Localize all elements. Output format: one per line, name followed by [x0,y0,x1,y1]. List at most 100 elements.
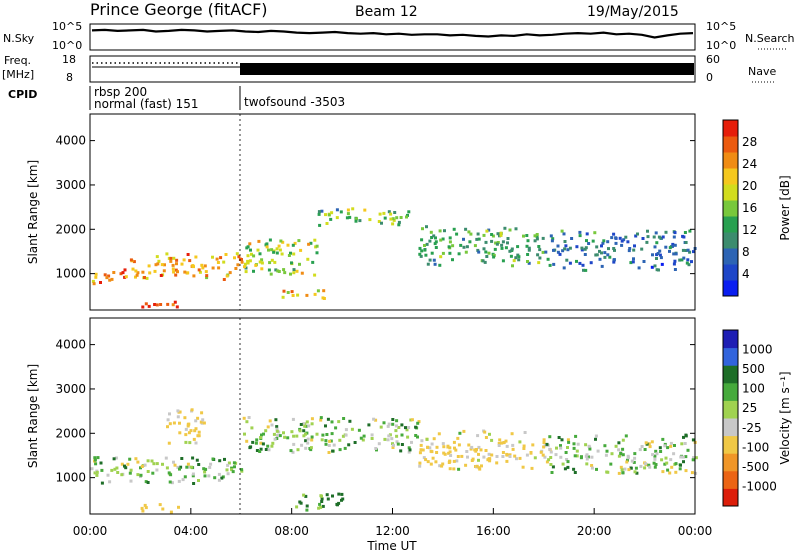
colorbar-tick-label: -500 [742,460,769,474]
range-cell-band-2 [315,251,319,255]
range-cell-band-2 [530,466,534,470]
range-cell-band-1 [383,437,387,441]
range-cell-band-1 [249,445,253,449]
colorbar-tick-label: 24 [742,157,757,171]
range-cell-band-3 [627,468,631,472]
noise-panel: N.Sky 10^5 10^0 10^5 10^0 N.Search [3,20,795,52]
range-cell-band-0 [240,468,244,472]
range-cell-band-4 [143,503,147,507]
range-cell-band-5 [551,237,555,241]
range-cell-band-1 [186,271,190,275]
range-cell-band-3 [621,438,625,442]
range-cell-band-4 [496,241,500,244]
range-cell-band-1 [153,269,157,273]
range-cell-band-1 [391,422,395,426]
range-cell-band-1 [270,444,274,448]
range-cell-band-2 [454,448,458,452]
range-cell-band-1 [395,440,399,444]
range-cell-band-0 [146,459,150,463]
range-cell-band-1 [405,428,409,432]
range-cell-band-0 [226,463,230,467]
range-cell-band-1 [219,256,223,260]
range-cell-band-4 [451,258,454,262]
range-cell-band-1 [290,430,294,434]
range-cell-band-1 [143,276,146,279]
range-cell-band-3 [661,437,665,441]
range-cell-band-3 [659,450,663,453]
range-cell-band-2 [452,459,456,463]
range-cell-band-2 [267,248,270,252]
range-cell-band-5 [603,255,607,259]
range-cell-band-4 [500,243,504,247]
range-cell-band-0 [134,457,138,461]
range-cell-band-3 [387,210,391,214]
range-cell-band-5 [646,229,649,233]
range-cell-band-3 [694,456,698,460]
range-cell-band-6 [194,441,198,445]
range-cell-band-2 [311,260,315,264]
range-cell-band-3 [596,449,600,453]
range-cell-band-3 [664,456,668,460]
range-cell-band-5 [653,245,657,249]
range-cell-band-0 [99,461,103,465]
range-cell-band-5 [614,236,618,240]
range-cell-band-2 [477,445,481,449]
range-cell-band-3 [572,442,576,446]
range-cell-band-2 [430,442,434,446]
range-cell-band-1 [399,449,403,453]
station-title: Prince George (fitACF) [90,0,268,19]
range-cell-band-2 [258,252,262,256]
range-cell-band-0 [173,463,177,467]
range-cell-band-5 [304,494,308,498]
range-cell-band-6 [200,411,204,415]
range-cell-band-3 [555,446,558,450]
range-cell-band-5 [645,240,649,244]
range-cell-band-2 [292,271,296,275]
range-cell-band-1 [302,434,306,438]
range-cell-band-2 [477,452,480,456]
range-cell-band-5 [671,244,674,248]
range-cell-band-5 [692,250,695,254]
range-cell-band-5 [325,493,329,497]
range-cell-band-1 [321,433,325,437]
range-cell-band-4 [500,246,504,250]
range-cell-band-5 [584,268,588,272]
range-cell-band-4 [420,249,424,253]
range-cell-band-6 [155,303,159,307]
range-cell-band-0 [165,466,169,470]
range-cell-band-3 [346,212,350,216]
range-cell-band-2 [505,453,509,457]
power-colorbar-label: Power [dB] [778,175,792,240]
range-cell-band-2 [508,453,512,457]
range-cell-band-5 [331,494,334,498]
range-cell-band-2 [306,257,310,261]
range-cell-band-2 [267,268,271,272]
range-cell-band-4 [158,503,162,507]
range-cell-band-3 [335,216,339,220]
range-cell-band-3 [574,434,578,438]
range-cell-band-3 [393,211,397,214]
range-cell-band-5 [658,253,662,257]
range-cell-band-2 [482,455,486,459]
range-cell-band-6 [190,408,194,412]
range-cell-band-0 [146,481,150,484]
range-cell-band-4 [487,251,491,255]
range-cell-band-1 [167,256,171,260]
range-cell-band-1 [310,422,314,426]
range-cell-band-3 [545,460,549,464]
velocity-colorbar: -1000 -500 -100 -25 25 100 500 1000 Velocity [m… [722,329,792,507]
colorbar-tick-label: -25 [742,421,762,435]
range-cell-band-1 [414,434,418,437]
range-cell-band-3 [345,216,349,220]
y-tick-label: 1000 [55,267,86,281]
range-cell-band-2 [268,261,272,265]
range-cell-band-4 [526,260,529,263]
range-cell-band-4 [426,262,430,266]
colorbar-swatch [723,232,738,249]
range-cell-band-0 [103,273,107,277]
range-cell-band-2 [279,239,283,243]
range-cell-band-0 [204,467,208,471]
range-cell-band-5 [632,248,636,252]
range-cell-band-4 [428,258,432,262]
